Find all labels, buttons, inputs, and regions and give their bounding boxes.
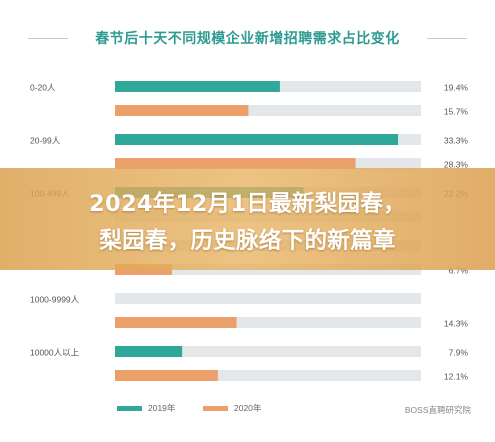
category-label: 20-99人 <box>30 136 61 146</box>
legend-label-2020: 2020年 <box>234 403 262 413</box>
bar-track <box>115 317 421 328</box>
value-label: 28.3% <box>444 160 469 170</box>
bar-2020 <box>115 317 237 328</box>
title-divider-right <box>427 38 467 39</box>
value-label: 7.9% <box>449 348 469 358</box>
headline-banner <box>0 168 495 270</box>
chart-title-bar: 春节后十天不同规模企业新增招聘需求占比变化 <box>0 28 495 48</box>
bar-2020 <box>115 158 356 169</box>
bar-2020 <box>115 105 249 116</box>
bar-2019 <box>115 346 183 357</box>
legend-swatch-2019 <box>117 406 142 411</box>
bar-2019 <box>115 134 399 145</box>
bar-track <box>115 105 421 116</box>
category-label: 0-20人 <box>30 83 56 93</box>
category-label: 10000人以上 <box>30 348 80 358</box>
value-label: 12.1% <box>444 372 469 382</box>
headline-line-2: 梨园春，历史脉络下的新篇章 <box>99 228 396 254</box>
value-label: 19.4% <box>444 83 469 93</box>
bar-track <box>115 370 421 381</box>
legend-label-2019: 2019年 <box>148 403 176 413</box>
bar-2020 <box>115 370 218 381</box>
value-label: 14.3% <box>444 319 469 329</box>
bar-track <box>115 293 421 304</box>
title-divider-left <box>28 38 68 39</box>
value-label: 6.7% <box>449 266 469 276</box>
value-label: 15.7% <box>444 107 469 117</box>
headline-line-1: 2024年12月1日最新梨园春， <box>89 191 406 217</box>
value-label: 33.3% <box>444 136 469 146</box>
bar-2019 <box>115 81 280 92</box>
chart-title: 春节后十天不同规模企业新增招聘需求占比变化 <box>95 30 400 46</box>
source-label: BOSS直聘研究院 <box>404 405 471 415</box>
legend-swatch-2020 <box>203 406 228 411</box>
bar-track <box>115 346 421 357</box>
category-label: 1000-9999人 <box>30 295 80 305</box>
